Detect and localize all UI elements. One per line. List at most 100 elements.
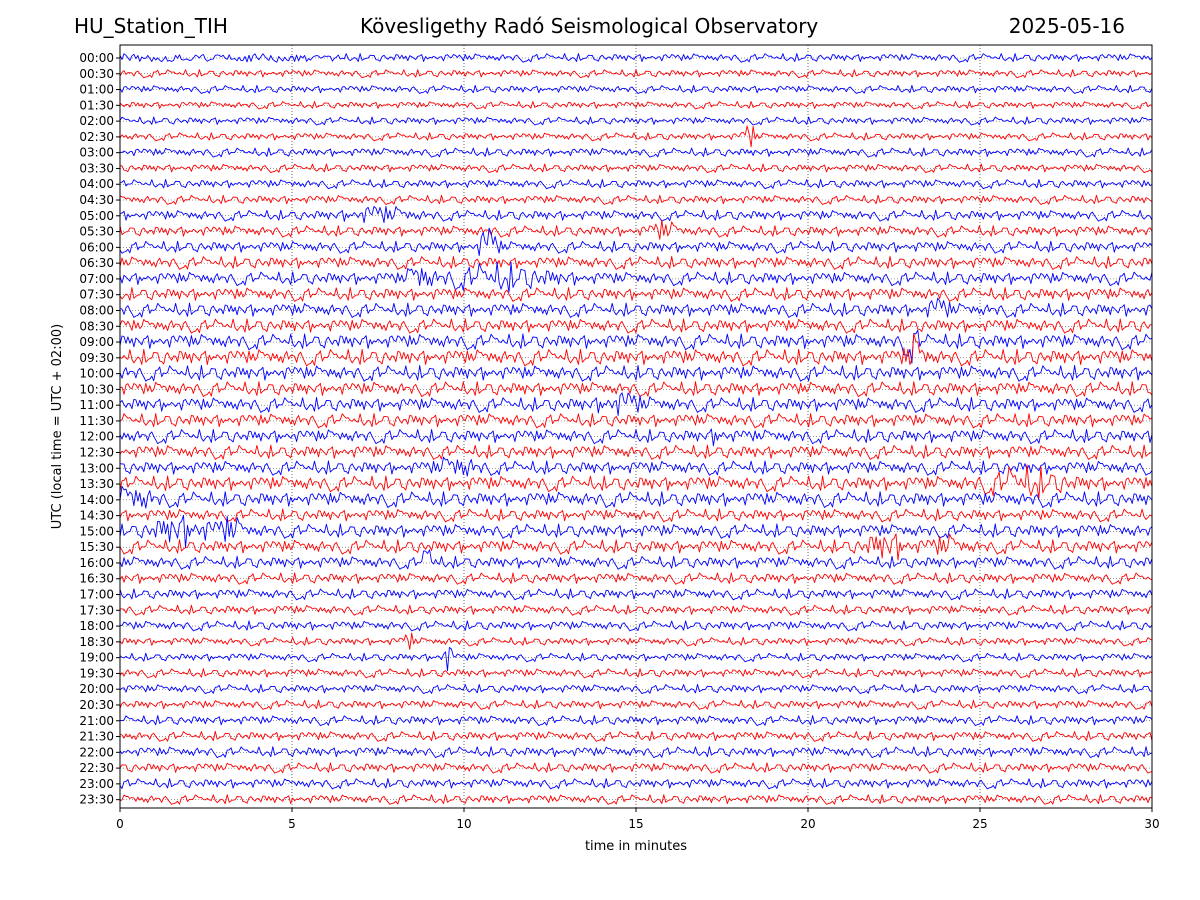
trace-0200	[119, 116, 1153, 126]
y-tick-label: 17:00	[79, 588, 114, 602]
y-tick-label: 14:30	[79, 509, 114, 523]
trace-1400	[119, 485, 1153, 509]
trace-2200	[119, 746, 1153, 759]
trace-1230	[119, 444, 1153, 460]
y-tick-label: 20:30	[79, 698, 114, 712]
trace-0730	[119, 287, 1153, 302]
trace-1800	[119, 620, 1153, 632]
y-tick-label: 04:00	[79, 177, 114, 191]
grid-lines	[120, 45, 1152, 808]
y-tick-label: 01:00	[79, 83, 114, 97]
y-tick-label: 00:00	[79, 51, 114, 65]
trace-0930	[119, 333, 1153, 367]
trace-1430	[119, 508, 1153, 523]
y-tick-label: 10:30	[79, 382, 114, 396]
y-tick-label: 06:30	[79, 256, 114, 270]
trace-1700	[119, 588, 1153, 601]
trace-0100	[119, 84, 1153, 94]
trace-1930	[119, 668, 1153, 679]
y-tick-label: 02:00	[79, 114, 114, 128]
trace-0030	[119, 69, 1153, 79]
y-tick-label: 23:30	[79, 793, 114, 807]
station-name: HU_Station_TIH	[74, 14, 228, 38]
y-tick-label: 17:30	[79, 603, 114, 617]
y-tick-label: 12:00	[79, 430, 114, 444]
x-tick-label: 10	[456, 817, 471, 831]
y-tick-label: 05:30	[79, 225, 114, 239]
trace-0230	[119, 125, 1153, 148]
trace-2230	[119, 762, 1153, 774]
seismic-traces	[119, 53, 1153, 805]
trace-2330	[119, 794, 1153, 805]
y-tick-label: 18:30	[79, 635, 114, 649]
y-tick-label: 16:00	[79, 556, 114, 570]
y-tick-label: 22:00	[79, 745, 114, 759]
trace-1500	[119, 514, 1153, 548]
y-tick-label: 18:00	[79, 619, 114, 633]
y-tick-label: 02:30	[79, 130, 114, 144]
y-tick-label: 00:30	[79, 67, 114, 81]
trace-1630	[119, 572, 1153, 585]
y-tick-label: 07:30	[79, 288, 114, 302]
trace-0500	[119, 206, 1153, 224]
y-tick-label: 13:00	[79, 461, 114, 475]
x-axis-label: time in minutes	[585, 839, 687, 854]
trace-1900	[119, 647, 1153, 672]
trace-1200	[119, 428, 1153, 447]
trace-0830	[119, 318, 1153, 334]
trace-1300	[119, 456, 1153, 477]
trace-0900	[119, 329, 1153, 364]
trace-0130	[119, 101, 1153, 110]
y-tick-label: 16:30	[79, 572, 114, 586]
y-tick-label: 21:30	[79, 730, 114, 744]
y-tick-label: 19:00	[79, 651, 114, 665]
trace-0530	[119, 219, 1153, 240]
y-tick-label: 19:30	[79, 666, 114, 680]
x-tick-label: 0	[116, 817, 124, 831]
trace-0400	[119, 179, 1153, 190]
plot-frame	[119, 44, 1153, 809]
y-tick-label: 11:00	[79, 398, 114, 412]
y-tick-label: 03:00	[79, 146, 114, 160]
y-tick-label: 20:00	[79, 682, 114, 696]
trace-0800	[119, 297, 1153, 318]
trace-0300	[119, 147, 1153, 158]
y-tick-label: 09:00	[79, 335, 114, 349]
y-tick-label: 03:30	[79, 161, 114, 175]
trace-0330	[119, 163, 1153, 174]
y-tick-label: 08:00	[79, 303, 114, 317]
y-tick-label: 22:30	[79, 761, 114, 775]
y-tick-label: 07:00	[79, 272, 114, 286]
x-tick-label: 15	[628, 817, 643, 831]
trace-2030	[119, 699, 1153, 710]
y-tick-label: 06:00	[79, 240, 114, 254]
x-tick-label: 30	[1144, 817, 1159, 831]
y-tick-label: 23:00	[79, 777, 114, 791]
y-tick-label: 13:30	[79, 477, 114, 491]
trace-1000	[119, 365, 1153, 382]
y-tick-label: 12:30	[79, 446, 114, 460]
x-tick-label: 25	[972, 817, 987, 831]
y-tick-label: 15:30	[79, 540, 114, 554]
y-tick-label: 01:30	[79, 98, 114, 112]
trace-1130	[119, 413, 1153, 429]
y-tick-label: 14:00	[79, 493, 114, 507]
y-tick-label: 09:30	[79, 351, 114, 365]
trace-2000	[119, 684, 1153, 695]
y-axis-label: UTC (local time = UTC + 02:00)	[50, 324, 65, 529]
y-tick-label: 21:00	[79, 714, 114, 728]
trace-1730	[119, 604, 1153, 616]
y-tick-label: 11:30	[79, 414, 114, 428]
trace-1830	[119, 632, 1153, 650]
y-tick-label: 08:30	[79, 319, 114, 333]
record-date: 2025-05-16	[1008, 14, 1125, 38]
observatory-title: Kövesligethy Radó Seismological Observat…	[360, 14, 819, 38]
trace-2130	[119, 730, 1153, 742]
x-axis-ticks: 0 5 10 15 20 25 30	[116, 808, 1160, 831]
y-tick-label: 15:00	[79, 524, 114, 538]
x-tick-label: 5	[288, 817, 296, 831]
trace-1600	[119, 549, 1153, 570]
trace-1030	[119, 381, 1153, 398]
